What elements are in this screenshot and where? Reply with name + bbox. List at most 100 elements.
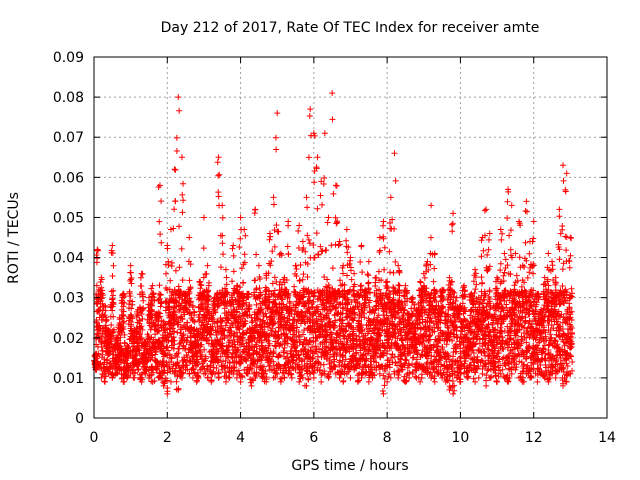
data-point [162,285,169,292]
data-point [270,194,277,201]
data-point [332,303,339,310]
data-point [225,333,232,340]
data-point [306,339,313,346]
data-point [169,328,176,335]
data-point [323,338,330,345]
data-point [115,337,122,344]
data-point [299,331,306,338]
data-point [164,390,171,397]
data-point [153,366,160,373]
data-point [123,365,130,372]
data-point [164,242,171,249]
data-point [373,359,380,366]
data-point [365,280,372,287]
data-point [177,303,184,310]
data-point [215,348,222,355]
data-point [107,338,114,345]
data-point [329,90,336,97]
data-point [149,290,156,297]
data-point [259,363,266,370]
data-point [173,134,180,141]
data-point [376,248,383,255]
data-point [127,276,134,283]
data-point [296,378,303,385]
data-point [220,251,227,258]
data-point [247,329,254,336]
data-point [310,319,317,326]
data-point [157,231,164,238]
data-point [381,244,388,251]
data-point [152,331,159,338]
data-point [236,284,243,291]
data-point [309,303,316,310]
data-point [369,374,376,381]
data-point [296,222,303,229]
data-point [377,332,384,339]
data-point [288,371,295,378]
data-point [329,344,336,351]
data-point [310,293,317,300]
data-point [330,190,337,197]
data-point [165,258,172,265]
data-point [128,280,135,287]
data-point [335,242,342,249]
data-point [244,370,251,377]
data-point [376,344,383,351]
data-point [139,315,146,322]
data-point [215,154,222,161]
data-point [287,335,294,342]
data-point [221,373,228,380]
data-point [184,319,191,326]
data-point [171,305,178,312]
data-point [118,375,125,382]
data-point [313,318,320,325]
data-point [478,253,485,260]
data-point [214,319,221,326]
data-point [97,279,104,286]
data-point [317,310,324,317]
data-point [312,328,319,335]
data-point [163,334,170,341]
data-point [472,378,479,385]
data-point [101,312,108,319]
data-point [109,328,116,335]
data-point [334,310,341,317]
data-point [211,306,218,313]
data-point [293,265,300,272]
data-point [153,357,160,364]
data-point [140,304,147,311]
data-point [317,325,324,332]
data-point [336,374,343,381]
data-point [256,274,263,281]
data-point [350,328,357,335]
data-point [148,354,155,361]
data-point [214,159,221,166]
data-point [250,361,257,368]
data-point [284,243,291,250]
data-point [392,177,399,184]
data-point [103,318,110,325]
data-point [267,262,274,269]
data-point [353,336,360,343]
data-point [255,293,262,300]
data-point [201,346,208,353]
data-point [324,276,331,283]
data-point [274,110,281,117]
data-point [377,317,384,324]
data-point [247,334,254,341]
data-point [357,258,364,265]
data-point [156,182,163,189]
data-point [258,337,265,344]
data-point [215,301,222,308]
data-point [270,374,277,381]
data-point [265,332,272,339]
data-point [156,328,163,335]
data-point [326,319,333,326]
data-point [340,270,347,277]
data-point [210,350,217,357]
data-point [314,205,321,212]
data-point [196,279,203,286]
data-point [167,277,174,284]
data-point [336,316,343,323]
data-point [478,237,485,244]
